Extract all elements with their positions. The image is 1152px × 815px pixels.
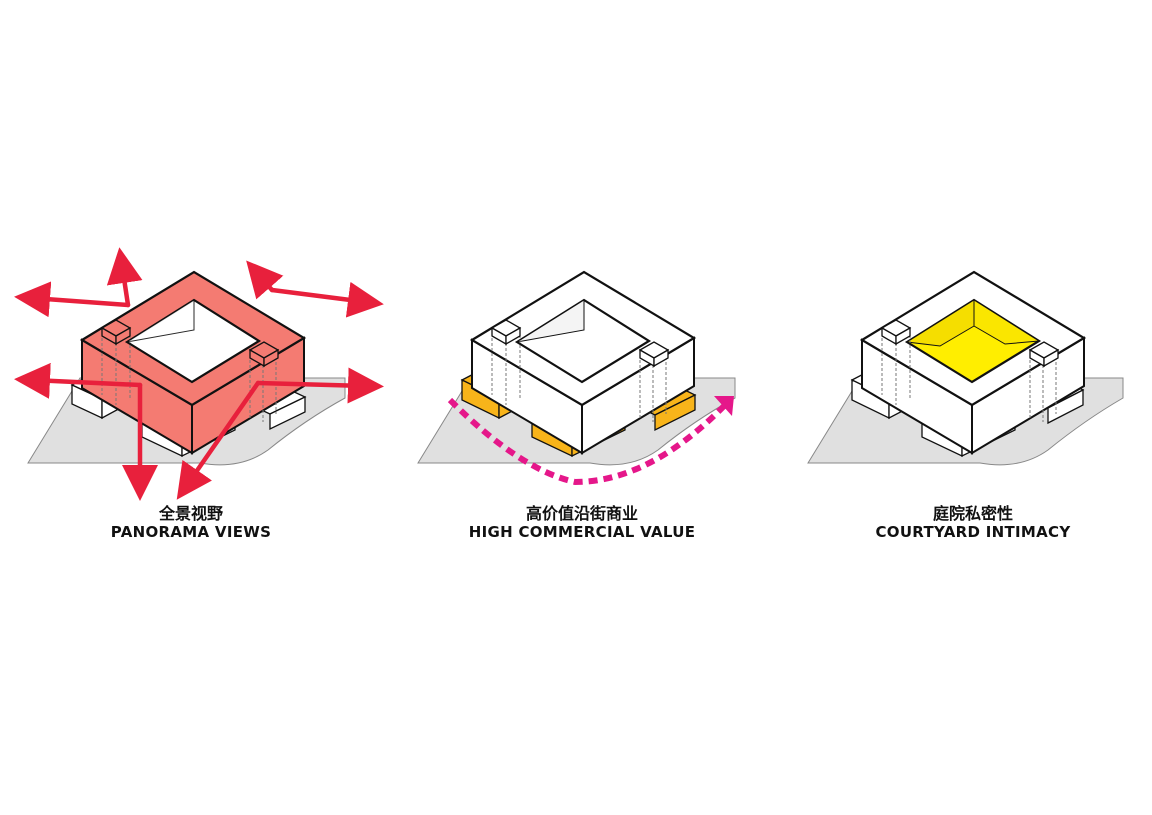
- caption-courtyard-intimacy: 庭院私密性 COURTYARD INTIMACY: [793, 504, 1152, 541]
- view-arrows: [14, 247, 384, 501]
- caption-title-en: HIGH COMMERCIAL VALUE: [468, 523, 696, 541]
- highlighted-courtyard: [904, 298, 1042, 384]
- panel-courtyard-intimacy: [807, 270, 1124, 466]
- caption-title-zh: 全景视野: [158, 504, 223, 523]
- panorama-volume: [79, 270, 307, 455]
- street-frontage-arrowhead: [714, 396, 734, 416]
- caption-title-en: PANORAMA VIEWS: [110, 523, 272, 541]
- core-caps: [880, 319, 1060, 368]
- core-caps: [490, 319, 670, 368]
- core-caps: [100, 319, 280, 368]
- core-towers: [491, 328, 667, 422]
- street-frontage-dashed-arrow: [447, 397, 729, 486]
- panel-high-commercial-value: [417, 270, 736, 486]
- caption-title-en: COURTYARD INTIMACY: [875, 523, 1071, 541]
- caption-high-commercial-value: 高价值沿街商业 HIGH COMMERCIAL VALUE: [402, 504, 762, 541]
- caption-title-zh: 庭院私密性: [932, 504, 1013, 523]
- caption-title-zh: 高价值沿街商业: [525, 504, 638, 523]
- tower-volume: [469, 270, 697, 455]
- caption-panorama-views: 全景视野 PANORAMA VIEWS: [11, 504, 371, 541]
- panel-panorama-views: [14, 247, 384, 501]
- core-towers: [881, 328, 1057, 422]
